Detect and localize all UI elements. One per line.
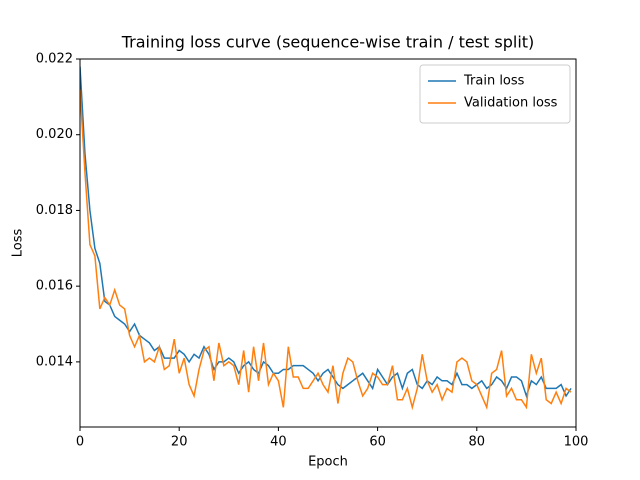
y-tick-label: 0.016 bbox=[36, 279, 73, 294]
x-tick-label: 0 bbox=[76, 435, 84, 450]
y-tick-label: 0.018 bbox=[36, 203, 73, 218]
legend-box bbox=[419, 64, 571, 124]
y-tick-label: 0.022 bbox=[36, 52, 73, 67]
axes-frame bbox=[79, 58, 577, 428]
legend-label: Validation loss bbox=[464, 96, 558, 111]
y-tick-label: 0.020 bbox=[36, 127, 73, 142]
chart-title: Training loss curve (sequence-wise train… bbox=[121, 33, 535, 52]
x-tick-label: 100 bbox=[564, 435, 589, 450]
x-axis-label: Epoch bbox=[308, 455, 348, 470]
series-line bbox=[80, 89, 572, 411]
x-tick-label: 60 bbox=[369, 435, 386, 450]
x-tick-label: 80 bbox=[469, 435, 486, 450]
legend-label: Train loss bbox=[463, 74, 525, 89]
y-tick-label: 0.014 bbox=[36, 354, 73, 369]
x-tick-label: 40 bbox=[270, 435, 287, 450]
x-tick-label: 20 bbox=[171, 435, 188, 450]
y-axis-label: Loss bbox=[11, 229, 26, 258]
